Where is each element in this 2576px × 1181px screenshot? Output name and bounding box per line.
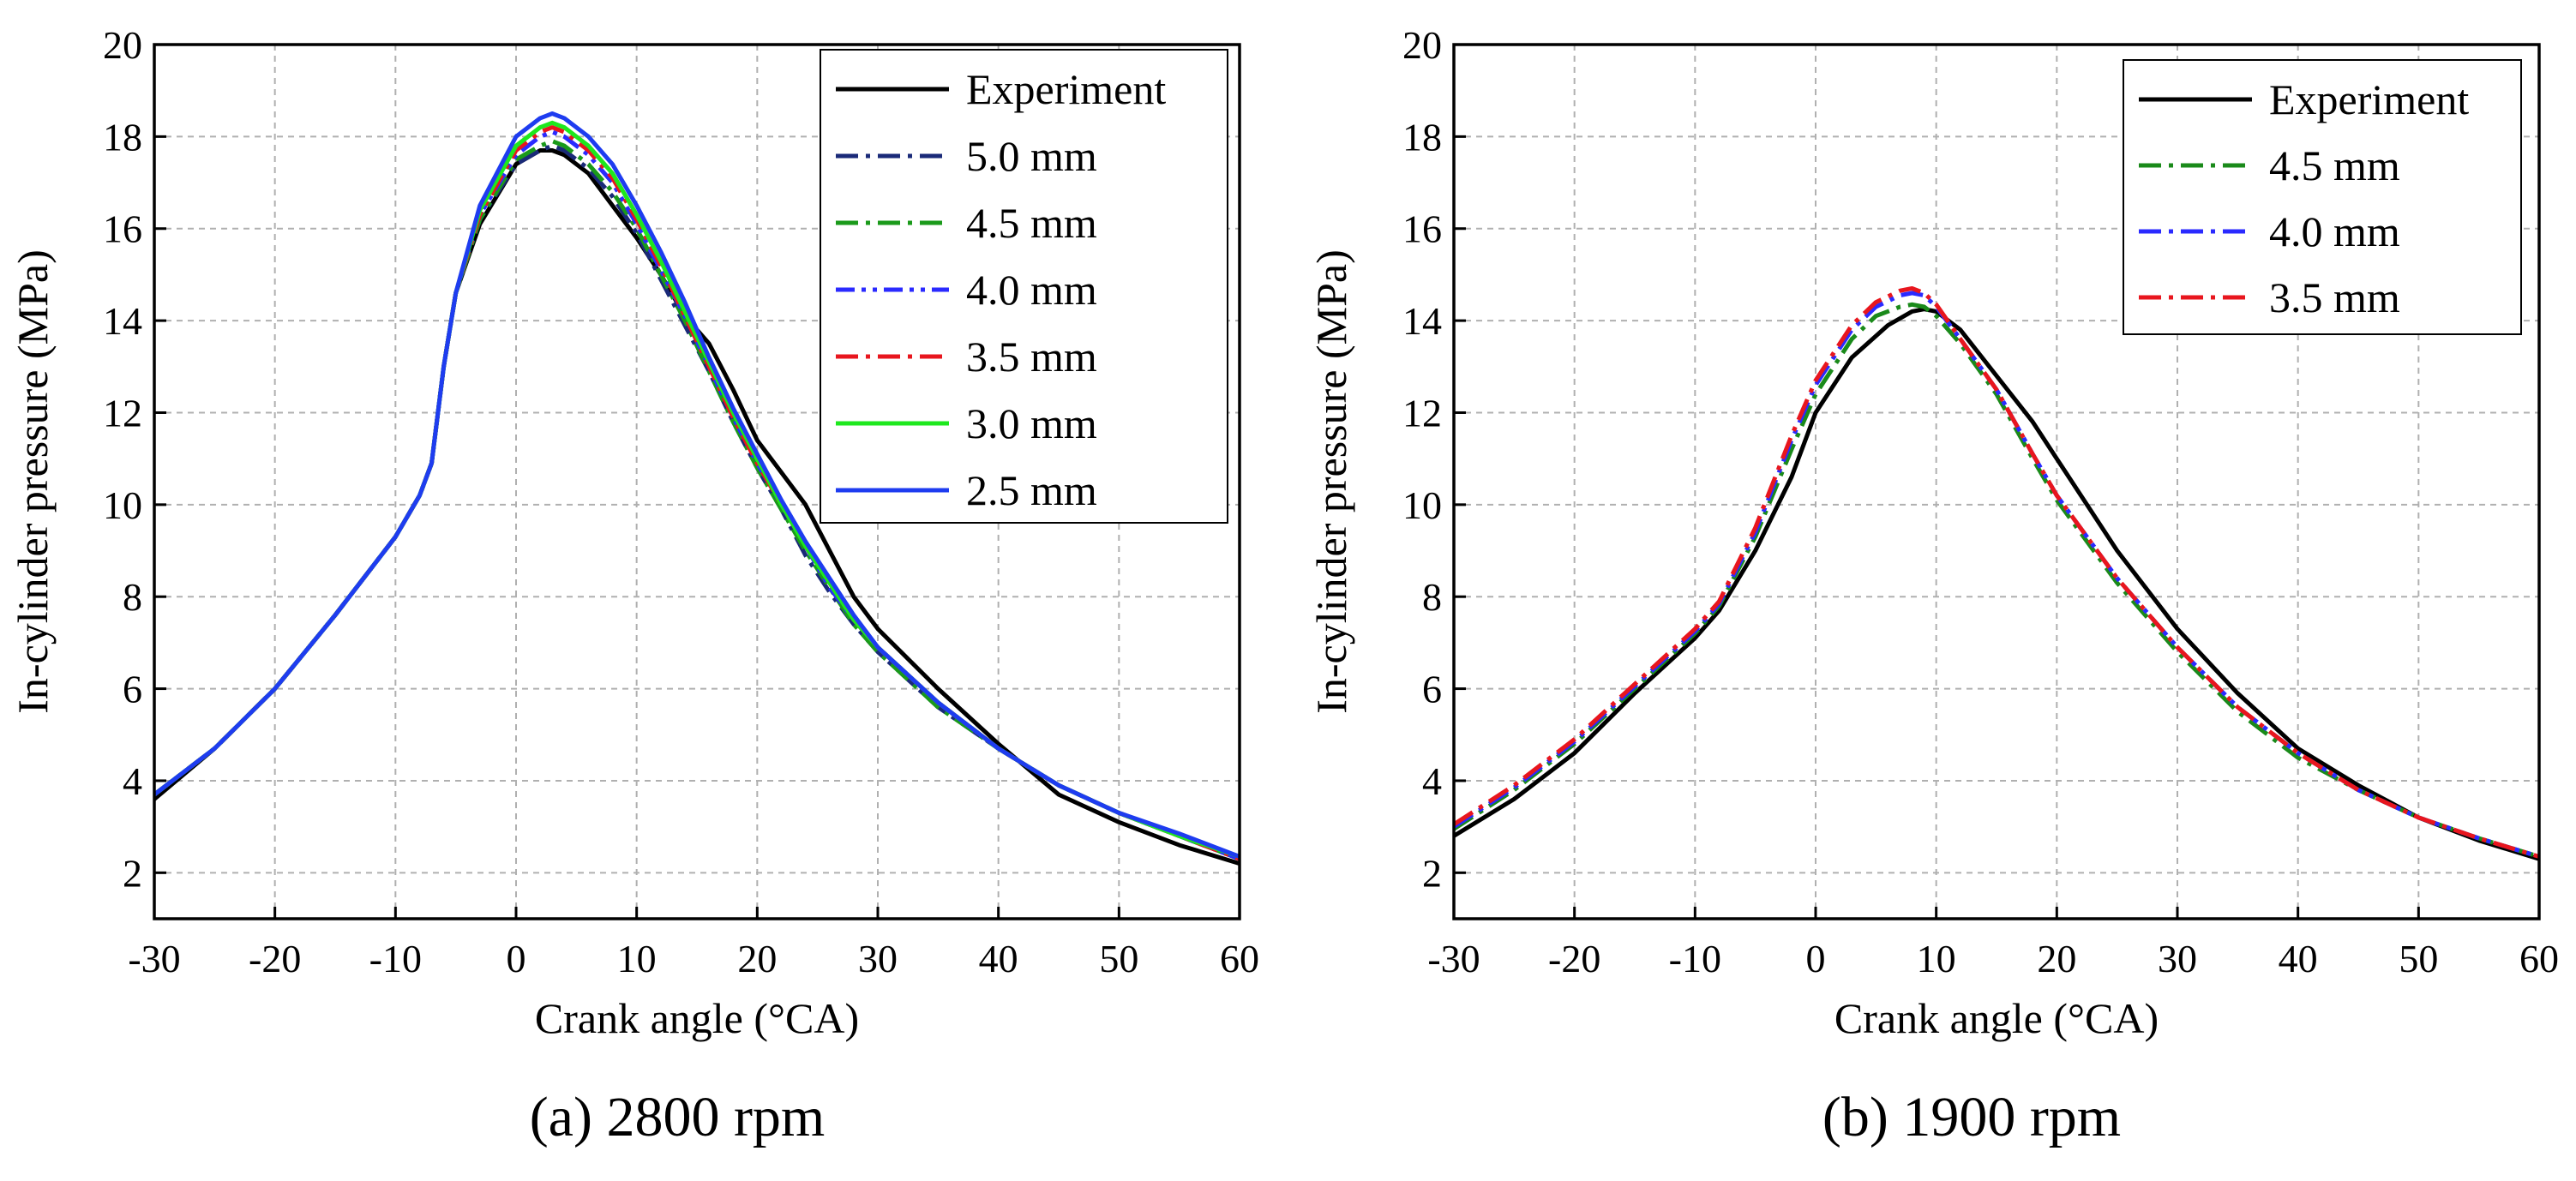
y-tick-label: 18	[1402, 115, 1442, 159]
x-tick-label: 40	[979, 937, 1018, 980]
x-tick-label: 30	[2158, 937, 2197, 980]
x-tick-label: -10	[369, 937, 422, 980]
chart-caption: (a) 2800 rpm	[530, 1086, 826, 1148]
legend-label: 5.0 mm	[966, 132, 1097, 180]
y-tick-label: 18	[103, 115, 142, 159]
legend-label: 4.0 mm	[966, 266, 1097, 314]
x-tick-label: 0	[1806, 937, 1826, 980]
x-tick-label: -20	[1548, 937, 1600, 980]
y-tick-label: 16	[1402, 207, 1442, 251]
y-tick-label: 4	[123, 759, 142, 803]
x-tick-label: 10	[617, 937, 657, 980]
legend-label: Experiment	[966, 65, 1166, 113]
x-tick-label: 50	[1099, 937, 1138, 980]
legend-label: 3.5 mm	[966, 333, 1097, 381]
y-tick-label: 16	[103, 207, 142, 251]
x-tick-label: 50	[2399, 937, 2438, 980]
legend-label: 2.5 mm	[966, 466, 1097, 514]
legend-label: 4.5 mm	[966, 199, 1097, 247]
y-tick-label: 20	[1402, 23, 1442, 67]
y-tick-label: 14	[103, 299, 142, 343]
chart-caption: (b) 1900 rpm	[1822, 1086, 2121, 1148]
x-tick-label: 40	[2279, 937, 2318, 980]
y-tick-label: 8	[123, 575, 142, 619]
y-tick-label: 8	[1422, 575, 1442, 619]
legend-label: Experiment	[2269, 75, 2469, 123]
legend-label: 3.5 mm	[2269, 273, 2400, 321]
y-tick-label: 6	[123, 668, 142, 711]
y-tick-label: 12	[1402, 391, 1442, 435]
legend-label: 4.0 mm	[2269, 207, 2400, 255]
series-line	[153, 111, 1240, 859]
axes: -30 -20 -10 0 10 20 30 40 50 60 2 4 6 8 10 12 14 16 18 20	[1402, 23, 2559, 980]
x-tick-label: -30	[1427, 937, 1480, 980]
y-tick-label: 12	[103, 391, 142, 435]
x-tick-label: 30	[858, 937, 898, 980]
x-tick-label: 10	[1917, 937, 1956, 980]
y-tick-label: 2	[123, 851, 142, 895]
x-tick-label: 0	[507, 937, 526, 980]
series-lines	[153, 111, 1240, 866]
legend-label: 3.0 mm	[966, 399, 1097, 447]
x-tick-label: -20	[249, 937, 301, 980]
x-axis-label: Crank angle (°CA)	[1834, 994, 2159, 1042]
legend: Experiment 5.0 mm 4.5 mm 4.0 mm 3.5 mm 3.0 mm…	[820, 49, 1228, 524]
x-tick-label: -30	[128, 937, 180, 980]
chart-panel-b: -30 -20 -10 0 10 20 30 40 50 60 2 4 6 8 10 12 14 16 18 20 Cr…	[1307, 23, 2559, 1148]
series-line	[1452, 307, 2540, 861]
plot-frame	[153, 43, 1241, 920]
chart-panel-a: -30 -20 -10 0 10 20 30 40 50 60 2 4 6 8 10 12 14 16 18 20 Cr…	[9, 23, 1259, 1148]
y-tick-label: 10	[1402, 483, 1442, 527]
y-tick-label: 14	[1402, 299, 1442, 343]
series-lines	[1452, 286, 2540, 861]
y-tick-label: 2	[1422, 851, 1442, 895]
series-line	[1452, 302, 2540, 859]
legend-box	[820, 49, 1228, 524]
axes: -30 -20 -10 0 10 20 30 40 50 60 2 4 6 8 10 12 14 16 18 20	[103, 23, 1259, 980]
x-tick-label: 60	[1220, 937, 1259, 980]
series-line	[1452, 286, 2540, 859]
x-axis-label: Crank angle (°CA)	[535, 994, 859, 1042]
y-tick-label: 20	[103, 23, 142, 67]
y-tick-label: 6	[1422, 668, 1442, 711]
x-tick-label: 20	[2037, 937, 2076, 980]
plot-frame	[1452, 43, 2541, 920]
x-tick-label: -10	[1669, 937, 1721, 980]
legend: Experiment 4.5 mm 4.0 mm 3.5 mm	[2123, 59, 2522, 335]
x-tick-label: 60	[2519, 937, 2559, 980]
y-tick-label: 4	[1422, 759, 1442, 803]
y-axis-label: In-cylinder pressure (MPa)	[9, 249, 57, 713]
x-tick-label: 20	[737, 937, 777, 980]
legend-box	[2123, 59, 2522, 335]
y-axis-label: In-cylinder pressure (MPa)	[1307, 249, 1355, 713]
legend-label: 4.5 mm	[2269, 141, 2400, 189]
y-tick-label: 10	[103, 483, 142, 527]
